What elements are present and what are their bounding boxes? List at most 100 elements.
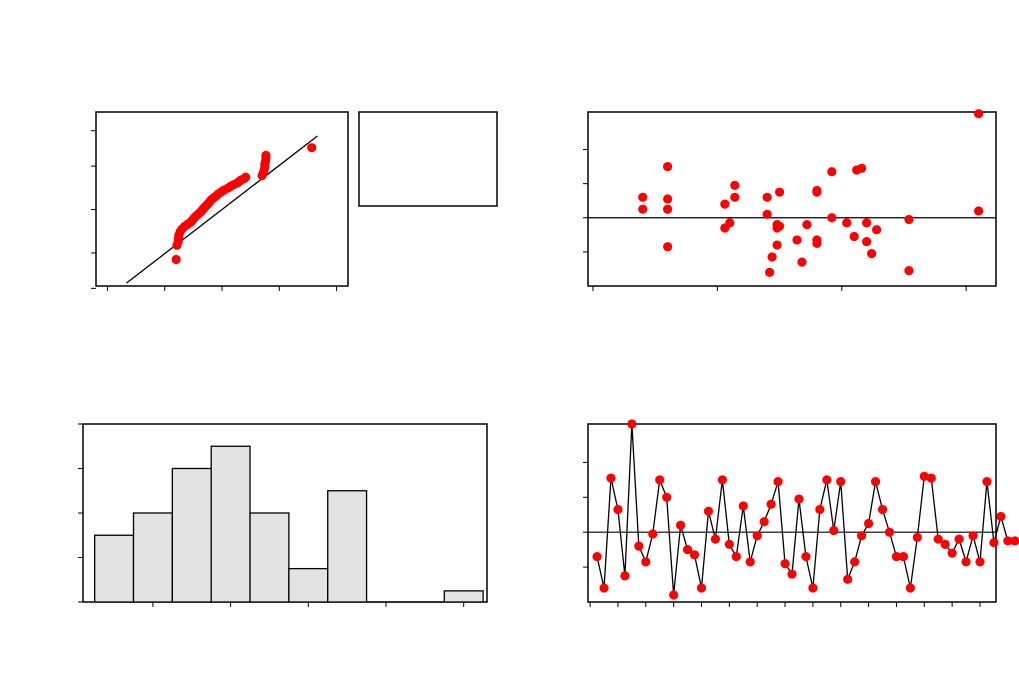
data-point [669, 590, 679, 600]
data-point [842, 218, 852, 228]
data-point [947, 548, 957, 558]
histogram-of-residuals [78, 423, 488, 607]
histogram-bar [443, 590, 484, 603]
data-point [812, 238, 822, 248]
data-point [822, 475, 832, 485]
data-point [663, 194, 673, 204]
statistics-box [358, 111, 498, 207]
data-point [759, 517, 769, 527]
data-point [703, 506, 714, 516]
data-point [989, 538, 999, 548]
data-point [836, 476, 846, 487]
data-point [745, 557, 755, 567]
data-point [933, 534, 943, 544]
residuals-vs-order-plot [583, 419, 1019, 607]
data-point [592, 552, 602, 562]
histogram-bar [94, 534, 135, 603]
data-point [857, 531, 867, 541]
histogram-bar [288, 567, 329, 603]
data-point [954, 534, 964, 544]
data-point [829, 525, 839, 536]
data-point [1003, 536, 1013, 546]
data-point [599, 583, 609, 593]
data-point [973, 109, 984, 119]
data-point [843, 574, 853, 584]
data-point [638, 204, 648, 214]
data-point [794, 494, 804, 504]
data-point [877, 504, 888, 515]
data-point [975, 557, 985, 567]
data-point [867, 248, 877, 259]
data-point [898, 552, 908, 562]
histogram-bar [132, 512, 173, 603]
data-point [815, 504, 825, 515]
data-point [620, 571, 630, 581]
data-point [792, 235, 802, 245]
data-point [663, 242, 673, 252]
histogram-bar [171, 467, 212, 603]
data-point [940, 539, 950, 550]
histogram-bar [210, 445, 251, 603]
data-point [802, 219, 812, 230]
plot-frame [95, 111, 349, 287]
data-point [863, 518, 874, 529]
data-point [827, 167, 837, 177]
data-point [801, 552, 811, 562]
histogram-bar [327, 490, 368, 603]
data-point [738, 501, 748, 511]
data-point [717, 475, 727, 485]
data-point [663, 204, 673, 214]
data-point [696, 583, 707, 593]
data-point [772, 240, 782, 250]
data-point [767, 252, 777, 262]
data-point [982, 476, 992, 487]
data-point [891, 552, 902, 562]
data-point [171, 254, 181, 265]
data-point [648, 529, 658, 539]
data-point [689, 550, 700, 560]
data-point [731, 552, 741, 562]
data-point [724, 539, 734, 550]
data-point [752, 531, 762, 541]
plot-frame [587, 111, 997, 287]
data-point [787, 569, 797, 579]
legend-box [358, 111, 498, 207]
data-point [663, 161, 673, 172]
data-point [1010, 536, 1019, 546]
data-point [797, 257, 807, 267]
data-point [638, 192, 648, 202]
data-point [968, 531, 978, 541]
data-point [720, 199, 730, 209]
data-point [730, 192, 740, 202]
data-point [926, 473, 936, 483]
data-point [849, 231, 859, 242]
data-point [774, 187, 785, 197]
data-point [725, 218, 735, 228]
data-point [641, 557, 651, 567]
data-point [662, 492, 672, 502]
data-point [774, 221, 785, 231]
normal-probability-plot [91, 111, 349, 291]
data-point [862, 237, 872, 247]
fit-line [126, 135, 318, 284]
data-point [710, 534, 721, 544]
residuals-vs-fits-plot [583, 109, 997, 291]
data-point [780, 559, 790, 569]
data-point [762, 209, 772, 219]
data-point [904, 214, 914, 225]
data-point [871, 225, 882, 235]
data-point [904, 266, 914, 276]
data-point [919, 471, 929, 481]
data-point [912, 532, 922, 543]
data-point [870, 476, 881, 487]
data-point [730, 180, 740, 190]
data-point [857, 163, 867, 173]
data-point [606, 473, 616, 483]
data-point [634, 541, 644, 551]
histogram-bar [249, 512, 290, 603]
data-point [261, 150, 271, 160]
data-point [827, 213, 837, 223]
data-point [808, 583, 818, 593]
data-point [655, 475, 665, 485]
